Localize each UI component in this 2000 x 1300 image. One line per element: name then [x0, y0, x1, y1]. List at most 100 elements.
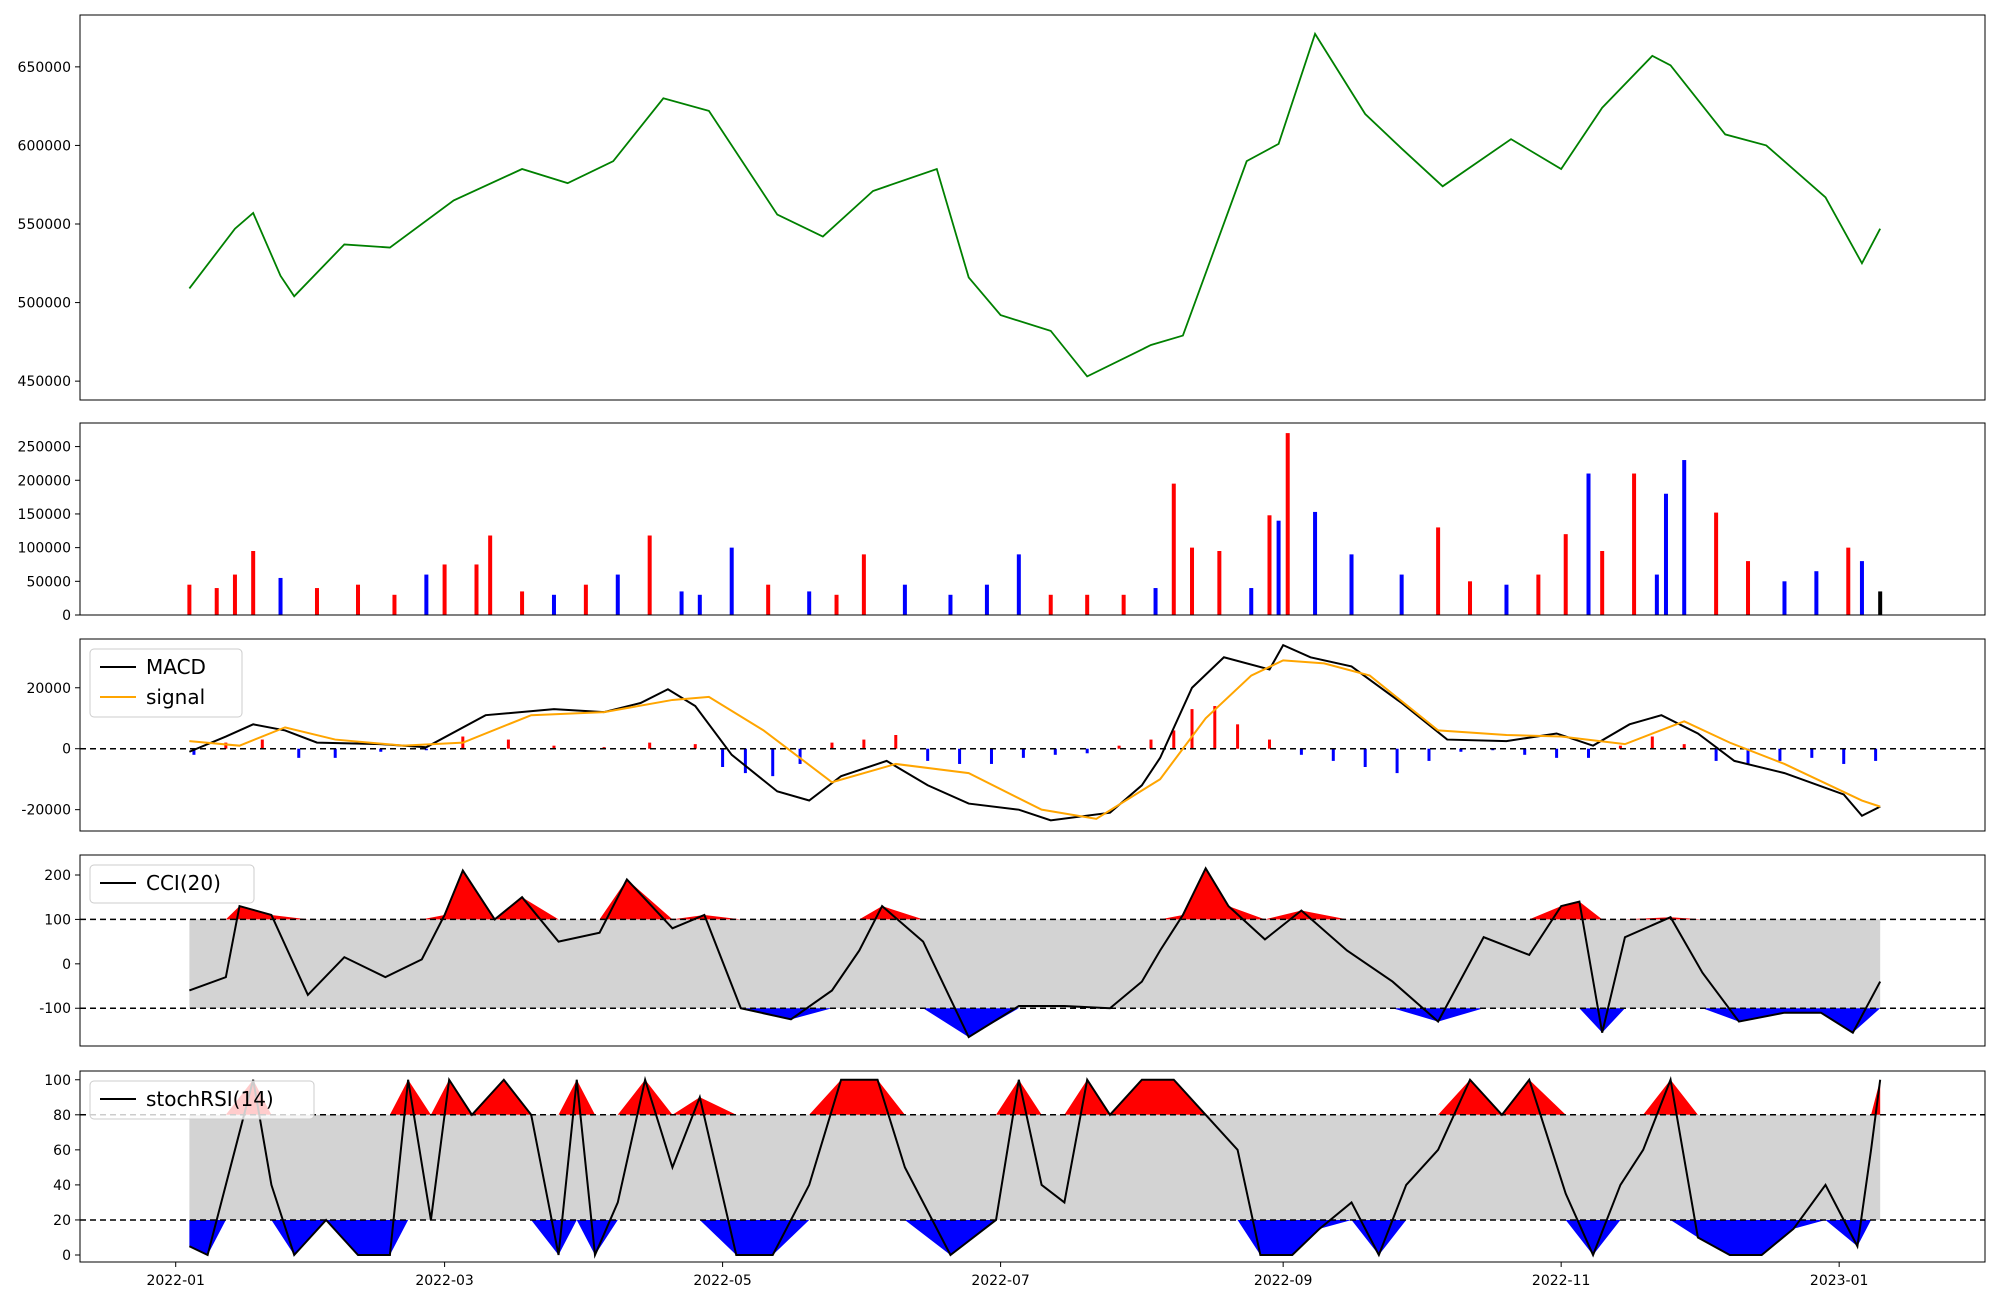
stochrsi-panel: 0 20 40 60 80 100 stochRSI(14)	[44, 1070, 1986, 1264]
macd-histogram-bar	[602, 747, 606, 749]
volume-bar	[984, 584, 989, 615]
volume-bar	[392, 594, 397, 615]
volume-bar	[232, 574, 237, 615]
macd-histogram-bar	[1459, 748, 1463, 752]
legend-frame	[89, 864, 255, 904]
y-tick-label: 250000	[18, 440, 71, 456]
macd-histogram-bar	[297, 748, 301, 758]
y-tick-label: 40	[53, 1178, 71, 1194]
volume-bar	[1746, 561, 1751, 615]
volume-bar	[1600, 551, 1605, 615]
panel-frame	[79, 854, 1986, 1047]
macd-histogram-bar	[743, 748, 747, 774]
macd-histogram-bar	[1682, 744, 1686, 749]
volume-bar	[314, 588, 319, 615]
volume-bar	[1468, 581, 1473, 615]
volume-bar	[1121, 594, 1126, 615]
cci-panel: -100 0 100 200 CCI(20)	[39, 854, 1986, 1047]
volume-bar	[615, 574, 620, 615]
x-tick-label: 2022-05	[693, 1273, 752, 1289]
volume-bar	[1504, 584, 1509, 615]
volume-bar	[834, 594, 839, 615]
macd-histogram-bar	[1363, 748, 1367, 767]
volume-bar	[1171, 483, 1176, 615]
legend-label: stochRSI(14)	[146, 1087, 274, 1111]
macd-histogram-bar	[506, 739, 510, 749]
volume-bar	[1313, 511, 1318, 615]
volume-bar	[647, 535, 652, 615]
legend: CCI(20)	[89, 864, 255, 904]
macd-histogram-bar	[1149, 739, 1153, 749]
macd-histogram-bar	[1190, 709, 1194, 749]
volume-bar	[1016, 554, 1021, 615]
volume-bar	[1249, 588, 1254, 615]
x-tick-label: 2022-09	[1254, 1273, 1313, 1289]
volume-bar	[861, 554, 866, 615]
macd-histogram-bar	[1085, 748, 1089, 754]
macd-histogram-bar	[1395, 748, 1399, 774]
x-tick-label: 2022-07	[971, 1273, 1030, 1289]
x-tick-label: 2022-03	[415, 1273, 474, 1289]
macd-line	[188, 643, 1881, 822]
y-tick-label: 60	[53, 1143, 71, 1159]
y-tick-label: 0	[62, 1248, 71, 1264]
macd-histogram-bar	[224, 742, 228, 749]
volume-bar	[1586, 473, 1591, 615]
volume-bar	[679, 591, 684, 615]
volume-bar	[1654, 574, 1659, 615]
volume-bar	[697, 594, 702, 615]
macd-histogram-bar	[192, 748, 196, 755]
volume-bar	[766, 584, 771, 615]
volume-bar	[807, 591, 812, 615]
macd-histogram-bar	[1523, 748, 1527, 755]
volume-bar	[583, 584, 588, 615]
stochrsi-line	[188, 1075, 1882, 1259]
volume-bar	[1878, 591, 1883, 615]
y-tick-label: 600000	[18, 138, 71, 154]
macd-histogram-bar	[1117, 745, 1121, 749]
macd-histogram-bar	[771, 748, 775, 777]
macd-histogram-bar	[552, 745, 556, 749]
y-tick-label: 200000	[18, 473, 71, 489]
price-panel: 450000 500000 550000 600000 650000	[18, 14, 1986, 401]
macd-histogram-bar	[333, 748, 337, 758]
y-tick-label: 100	[44, 1073, 71, 1089]
panel-frame	[79, 638, 1986, 832]
macd-histogram-bar	[1021, 748, 1025, 758]
volume-bar	[1814, 571, 1819, 615]
volume-panel: 0 50000 100000 150000 200000 250000	[18, 422, 1986, 624]
volume-bar	[729, 547, 734, 615]
x-tick-label: 2023-01	[1810, 1273, 1869, 1289]
volume-bar	[1782, 581, 1787, 615]
y-tick-label: 100000	[18, 541, 71, 557]
volume-bar	[251, 551, 256, 615]
panel-frame	[79, 14, 1986, 401]
macd-histogram-bar	[648, 742, 652, 749]
volume-bar	[1859, 561, 1864, 615]
volume-bar	[442, 564, 447, 615]
volume-bar	[1436, 527, 1441, 615]
oversold-fill	[189, 1219, 1881, 1255]
volume-bar	[1563, 534, 1568, 615]
macd-histogram-bar	[260, 739, 264, 749]
macd-histogram-bar	[1587, 748, 1591, 758]
macd-histogram-bar	[379, 748, 383, 752]
oversold-fill	[189, 1008, 1881, 1038]
neutral-band	[189, 919, 1881, 1009]
volume-bar	[902, 584, 907, 615]
macd-histogram-bar	[1555, 748, 1559, 758]
price-line	[188, 31, 1881, 378]
volume-bar	[1682, 460, 1687, 615]
macd-histogram-bar	[1427, 748, 1431, 761]
macd-histogram-bar	[1714, 748, 1718, 761]
y-tick-label: -20000	[21, 803, 71, 819]
volume-bar	[1153, 588, 1158, 615]
panel-frame	[79, 422, 1986, 616]
macd-histogram-bar	[862, 739, 866, 749]
y-tick-label: 550000	[18, 217, 71, 233]
macd-histogram-bar	[1810, 748, 1814, 758]
macd-histogram-bar	[424, 748, 428, 751]
macd-histogram-bar	[989, 748, 993, 764]
volume-bar	[1085, 594, 1090, 615]
macd-histogram-bar	[1299, 748, 1303, 755]
